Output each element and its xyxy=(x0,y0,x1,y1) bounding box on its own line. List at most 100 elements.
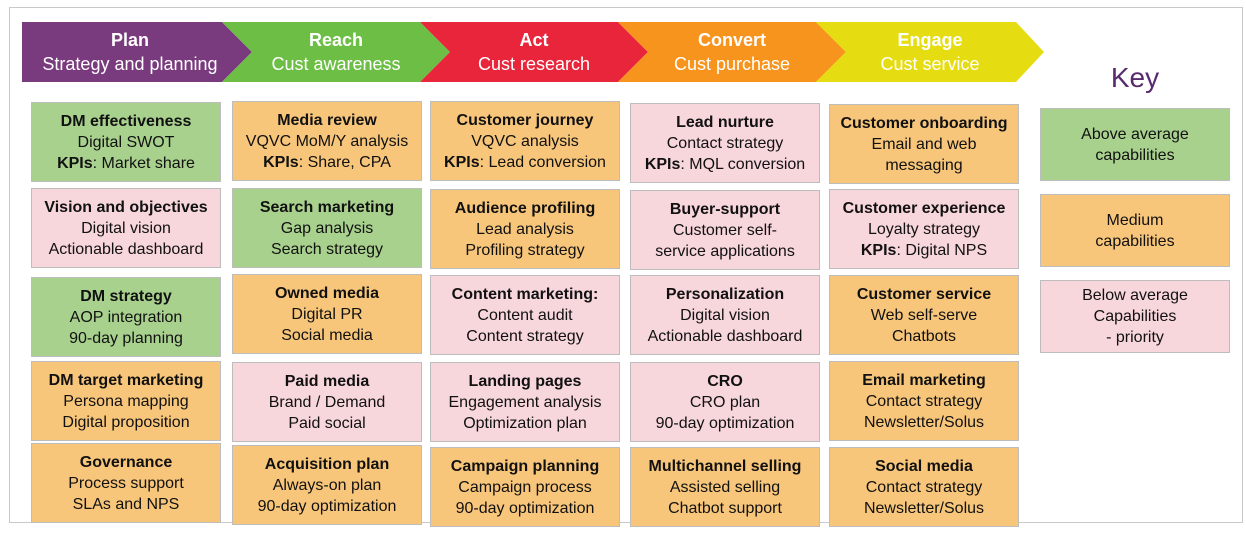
card-line: Content audit xyxy=(477,306,573,324)
card-line: Contact strategy xyxy=(865,392,983,410)
stage-arrow-reach xyxy=(222,22,450,82)
card-line: Chatbots xyxy=(891,327,957,345)
card-title: Campaign planning xyxy=(450,457,600,475)
card-customer-service: Customer service Web self-serve Chatbots xyxy=(829,275,1019,355)
kpi-label: KPIs xyxy=(263,153,299,171)
key-title: Key xyxy=(1110,62,1160,93)
card-title: DM target marketing xyxy=(48,371,204,389)
card-line: Content strategy xyxy=(466,327,584,345)
stage-act: Act Cust research xyxy=(434,22,634,82)
card-title: Vision and objectives xyxy=(44,198,208,216)
stage-title: Convert xyxy=(697,30,766,50)
card-line: VQVC analysis xyxy=(471,132,579,150)
card-line: Actionable dashboard xyxy=(48,240,204,258)
card-line: Optimization plan xyxy=(463,414,587,432)
card-line: Process support xyxy=(68,474,184,492)
key-above-average: Above average capabilities xyxy=(1040,108,1230,181)
card-line: Newsletter/Solus xyxy=(863,499,985,517)
card-line: Paid social xyxy=(288,414,366,432)
card-line: Gap analysis xyxy=(280,219,374,237)
card-line: Digital SWOT xyxy=(77,133,175,151)
card-governance: Governance Process support SLAs and NPS xyxy=(31,443,221,523)
stage-title: Act xyxy=(519,30,549,50)
card-lead-nurture: Lead nurture Contact strategy KPIs: MQL … xyxy=(630,103,820,183)
card-line: SLAs and NPS xyxy=(72,495,180,513)
card-line: Always-on plan xyxy=(272,476,382,494)
card-content-marketing: Content marketing: Content audit Content… xyxy=(430,275,620,355)
stage-subtitle: Cust service xyxy=(880,54,980,74)
card-line: CRO plan xyxy=(689,393,761,411)
card-kpi: KPIs: Market share xyxy=(57,153,195,174)
card-line: Profiling strategy xyxy=(465,241,585,259)
stage-convert: Convert Cust purchase xyxy=(632,22,832,82)
card-kpi: KPIs: Lead conversion xyxy=(444,152,606,173)
stage-engage: Engage Cust service xyxy=(830,22,1030,82)
card-line: Campaign process xyxy=(458,478,592,496)
stage-arrow-plan xyxy=(22,22,252,82)
card-line: Digital vision xyxy=(680,306,770,324)
card-line: Chatbot support xyxy=(668,499,782,517)
stage-subtitle: Cust awareness xyxy=(271,54,401,74)
stage-title: Engage xyxy=(897,30,963,50)
card-landing-pages: Landing pages Engagement analysis Optimi… xyxy=(430,362,620,442)
card-customer-onboarding: Customer onboarding Email and web messag… xyxy=(829,104,1019,184)
stage-title: Reach xyxy=(308,30,364,50)
card-line: messaging xyxy=(885,156,963,174)
card-search-marketing: Search marketing Gap analysis Search str… xyxy=(232,188,422,268)
card-line: Contact strategy xyxy=(666,134,784,152)
card-line: 90-day optimization xyxy=(655,414,795,432)
stage-subtitle: Cust research xyxy=(477,54,591,74)
card-kpi: KPIs: MQL conversion xyxy=(645,154,805,175)
card-title: Customer journey xyxy=(456,111,594,129)
card-line: Actionable dashboard xyxy=(647,327,803,345)
card-title: CRO xyxy=(707,372,743,390)
stage-plan: Plan Strategy and planning xyxy=(30,22,230,82)
card-line: Contact strategy xyxy=(865,478,983,496)
card-line: Digital vision xyxy=(81,219,171,237)
card-title: DM strategy xyxy=(80,287,172,305)
diagram-frame xyxy=(9,7,1243,523)
card-title: Email marketing xyxy=(862,371,986,389)
card-kpi: KPIs: Share, CPA xyxy=(263,152,391,173)
card-line: Loyalty strategy xyxy=(867,220,981,238)
card-line: Customer self- xyxy=(672,221,778,239)
card-title: Acquisition plan xyxy=(264,455,390,473)
card-title: Audience profiling xyxy=(454,199,596,217)
card-line: Email and web xyxy=(871,135,977,153)
card-line: Social media xyxy=(281,326,373,344)
stage-arrows xyxy=(22,22,1044,82)
card-title: Landing pages xyxy=(468,372,582,390)
card-buyer-support: Buyer-support Customer self- service app… xyxy=(630,190,820,270)
card-line: AOP integration xyxy=(69,308,183,326)
card-title: Lead nurture xyxy=(676,113,774,131)
card-line: service applications xyxy=(655,242,795,260)
card-title: Media review xyxy=(277,111,377,129)
card-line: Search strategy xyxy=(270,240,384,258)
card-vision-and-objectives: Vision and objectives Digital vision Act… xyxy=(31,188,221,268)
kpi-label: KPIs xyxy=(860,241,897,259)
card-line: Assisted selling xyxy=(669,478,781,496)
card-line: Lead analysis xyxy=(476,220,574,238)
kpi-text: : MQL conversion xyxy=(680,155,806,173)
card-paid-media: Paid media Brand / Demand Paid social xyxy=(232,362,422,442)
card-media-review: Media review VQVC MoM/Y analysis KPIs: S… xyxy=(232,101,422,181)
card-title: Search marketing xyxy=(259,198,395,216)
card-line: Newsletter/Solus xyxy=(863,413,985,431)
card-email-marketing: Email marketing Contact strategy Newslet… xyxy=(829,361,1019,441)
card-line: VQVC MoM/Y analysis xyxy=(245,132,409,150)
kpi-label: KPIs xyxy=(57,154,93,172)
card-title: Personalization xyxy=(665,285,785,303)
kpi-text: : Market share xyxy=(92,154,195,172)
card-title: Social media xyxy=(875,457,973,475)
card-social-media: Social media Contact strategy Newsletter… xyxy=(829,447,1019,527)
card-line: Persona mapping xyxy=(63,392,189,410)
stage-arrow-engage xyxy=(816,22,1044,82)
card-line: Web self-serve xyxy=(870,306,978,324)
card-line: 90-day planning xyxy=(69,329,183,347)
kpi-text: : Digital NPS xyxy=(896,241,988,259)
card-dm-strategy: DM strategy AOP integration 90-day plann… xyxy=(31,277,221,357)
stage-subtitle: Cust purchase xyxy=(673,54,791,74)
key-below-average: Below average Capabilities - priority xyxy=(1040,280,1230,353)
card-title: Customer onboarding xyxy=(840,114,1008,132)
card-line: Engagement analysis xyxy=(448,393,602,411)
